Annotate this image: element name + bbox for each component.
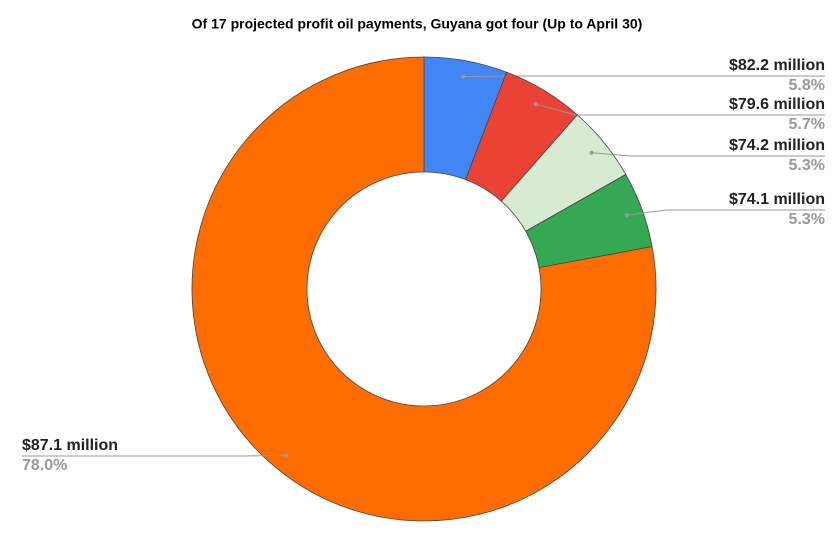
leader-dot xyxy=(624,212,629,217)
leader-line xyxy=(626,209,825,216)
leader-dot xyxy=(589,150,594,155)
slice-percent: 5.8% xyxy=(789,77,825,94)
leader-line xyxy=(591,152,825,157)
leader-dot xyxy=(461,74,466,79)
slice-percent: 5.7% xyxy=(789,116,825,133)
slice-label: $74.1 million xyxy=(729,191,825,208)
leader-line xyxy=(535,103,825,116)
slice-label: $79.6 million xyxy=(729,96,825,113)
slice-percent: 5.3% xyxy=(789,211,825,228)
slice-percent: 78.0% xyxy=(22,457,67,474)
leader-dot xyxy=(533,102,538,107)
slice-label: $87.1 million xyxy=(22,437,118,454)
slice-label: $74.2 million xyxy=(729,137,825,154)
leader-dot xyxy=(283,453,288,458)
donut-slice xyxy=(191,56,657,522)
chart-title: Of 17 projected profit oil payments, Guy… xyxy=(192,16,643,32)
slice-percent: 5.3% xyxy=(789,157,825,174)
slice-label: $82.2 million xyxy=(729,57,825,74)
leader-line xyxy=(463,75,825,78)
leader-line xyxy=(22,454,286,457)
